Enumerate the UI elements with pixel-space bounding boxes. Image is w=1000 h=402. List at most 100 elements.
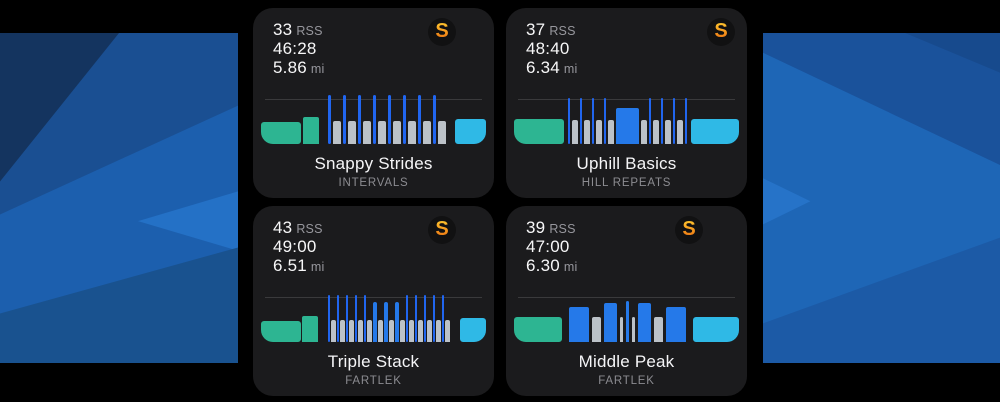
chart-bar-blueW bbox=[638, 303, 651, 342]
chart-bar-gray bbox=[389, 320, 394, 342]
chart-gridline bbox=[518, 99, 735, 100]
chart-bar-blueW bbox=[384, 302, 388, 342]
duration-line: 49:00 bbox=[273, 237, 324, 256]
chart-bar-blue bbox=[373, 95, 376, 144]
chart-bar-gray bbox=[677, 120, 683, 144]
rss-line: 33 RSS bbox=[273, 20, 324, 39]
rss-line: 37 RSS bbox=[526, 20, 577, 39]
chart-bar-gray bbox=[445, 320, 450, 342]
workout-type-label: INTERVALS bbox=[338, 177, 409, 189]
chart-bar-gray bbox=[608, 120, 614, 144]
chart-bar-gray bbox=[654, 317, 663, 342]
workout-stats: 37 RSS 48:40 6.34 mi bbox=[526, 20, 577, 77]
chart-bar-blue bbox=[403, 95, 406, 144]
stryd-logo-letter: S bbox=[435, 218, 449, 240]
stryd-logo-letter: S bbox=[435, 20, 449, 42]
workout-profile-chart bbox=[514, 290, 739, 342]
duration-value: 49:00 bbox=[273, 237, 317, 256]
chart-bar-green bbox=[261, 321, 301, 342]
workout-card-triple-stack[interactable]: 43 RSS 49:00 6.51 mi S Triple Stack FART… bbox=[253, 206, 494, 396]
chart-gridline bbox=[265, 297, 482, 298]
chart-bar-blue bbox=[568, 98, 570, 144]
chart-bar-blueW bbox=[616, 108, 639, 144]
chart-bar-gray bbox=[423, 121, 431, 144]
chart-bar-blue bbox=[592, 98, 594, 144]
stryd-logo-icon: S bbox=[428, 216, 456, 244]
distance-line: 6.51 mi bbox=[273, 256, 324, 275]
chart-bar-gray bbox=[438, 121, 446, 144]
chart-bar-gray bbox=[349, 320, 354, 342]
chart-bar-gray bbox=[596, 120, 602, 144]
chart-bar-gray bbox=[367, 320, 372, 342]
chart-bar-blueW bbox=[395, 302, 399, 342]
chart-bar-gray bbox=[340, 320, 345, 342]
distance-line: 5.86 mi bbox=[273, 58, 324, 77]
desktop-wallpaper-right bbox=[763, 33, 1000, 363]
workout-card-snappy-strides[interactable]: 33 RSS 46:28 5.86 mi S Snappy Strides IN… bbox=[253, 8, 494, 198]
chart-bar-blue bbox=[424, 295, 426, 342]
workout-profile-chart bbox=[261, 290, 486, 342]
distance-unit: mi bbox=[563, 260, 578, 274]
chart-bar-blueW bbox=[569, 307, 589, 342]
chart-bar-blueW bbox=[373, 302, 377, 342]
workout-title: Uphill Basics bbox=[576, 154, 677, 173]
chart-bar-gray bbox=[400, 320, 405, 342]
chart-bar-blue bbox=[346, 295, 348, 342]
chart-bar-gray bbox=[632, 317, 635, 342]
rss-value: 37 bbox=[526, 20, 546, 39]
workout-type-label: FARTLEK bbox=[345, 375, 402, 387]
distance-unit: mi bbox=[310, 260, 325, 274]
chart-bar-gray bbox=[358, 320, 363, 342]
distance-value: 5.86 bbox=[273, 58, 307, 77]
rss-unit: RSS bbox=[296, 222, 323, 236]
chart-bar-blue bbox=[328, 295, 330, 342]
chart-bar-blue bbox=[388, 95, 391, 144]
duration-value: 46:28 bbox=[273, 39, 317, 58]
chart-bar-gray bbox=[363, 121, 371, 144]
workout-card-uphill-basics[interactable]: 37 RSS 48:40 6.34 mi S Uphill Basics HIL… bbox=[506, 8, 747, 198]
workout-card-middle-peak[interactable]: 39 RSS 47:00 6.30 mi S Middle Peak FARTL… bbox=[506, 206, 747, 396]
workout-title: Middle Peak bbox=[578, 352, 675, 371]
chart-bar-cyan bbox=[693, 317, 739, 342]
workout-profile-chart bbox=[261, 92, 486, 144]
duration-value: 48:40 bbox=[526, 39, 570, 58]
workout-profile-chart bbox=[514, 92, 739, 144]
chart-bar-gray bbox=[331, 320, 336, 342]
chart-bar-blue bbox=[649, 98, 651, 144]
chart-bar-gray bbox=[378, 320, 383, 342]
chart-bar-green bbox=[514, 119, 564, 144]
duration-line: 48:40 bbox=[526, 39, 577, 58]
chart-bar-green bbox=[303, 117, 319, 144]
chart-bar-gray bbox=[641, 120, 647, 144]
duration-line: 47:00 bbox=[526, 237, 577, 256]
chart-bar-green bbox=[261, 122, 301, 144]
rss-value: 39 bbox=[526, 218, 546, 237]
stryd-logo-icon: S bbox=[428, 18, 456, 46]
workout-title: Snappy Strides bbox=[314, 154, 433, 173]
chart-bar-blue bbox=[343, 95, 346, 144]
duration-value: 47:00 bbox=[526, 237, 570, 256]
chart-bar-blue bbox=[433, 295, 435, 342]
chart-bar-blueW bbox=[626, 301, 629, 342]
chart-bar-gray bbox=[620, 317, 623, 342]
chart-bar-gray bbox=[427, 320, 432, 342]
chart-gridline bbox=[518, 297, 735, 298]
chart-bar-gray bbox=[665, 120, 671, 144]
rss-value: 43 bbox=[273, 218, 293, 237]
workout-type-label: HILL REPEATS bbox=[581, 177, 672, 189]
chart-bar-blue bbox=[580, 98, 582, 144]
stryd-logo-icon: S bbox=[707, 18, 735, 46]
chart-bar-blue bbox=[415, 295, 417, 342]
chart-bar-gray bbox=[348, 121, 356, 144]
chart-bar-gray bbox=[418, 320, 423, 342]
rss-unit: RSS bbox=[296, 24, 323, 38]
chart-bar-blue bbox=[406, 295, 408, 342]
rss-unit: RSS bbox=[549, 24, 576, 38]
rss-line: 43 RSS bbox=[273, 218, 324, 237]
chart-bar-blue bbox=[364, 295, 366, 342]
rss-value: 33 bbox=[273, 20, 293, 39]
chart-bar-blue bbox=[358, 95, 361, 144]
chart-bar-gray bbox=[653, 120, 659, 144]
chart-bar-gray bbox=[409, 320, 414, 342]
